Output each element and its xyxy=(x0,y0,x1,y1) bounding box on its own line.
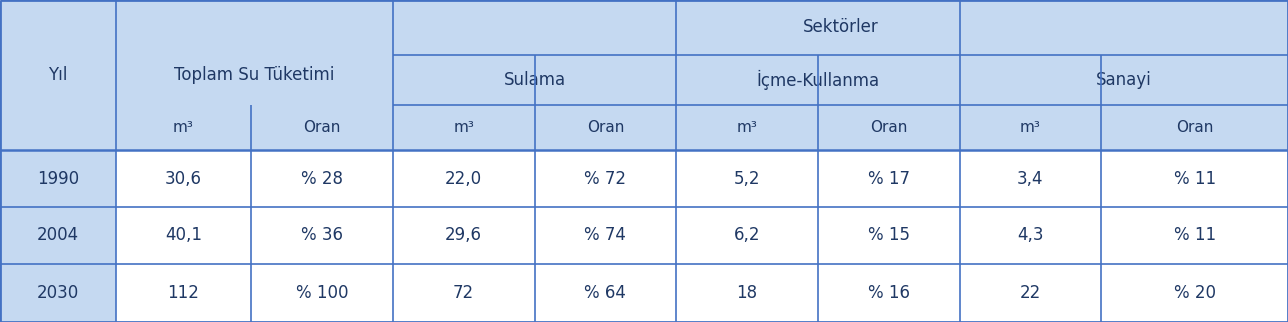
Text: Sanayi: Sanayi xyxy=(1096,71,1151,89)
Bar xyxy=(535,207,676,264)
Text: 22,0: 22,0 xyxy=(446,169,482,187)
Bar xyxy=(818,150,960,207)
Bar xyxy=(116,105,251,150)
Bar xyxy=(0,264,116,322)
Bar xyxy=(0,150,116,207)
Bar xyxy=(1101,150,1288,207)
Bar xyxy=(1101,207,1288,264)
Text: Oran: Oran xyxy=(869,120,908,135)
Text: 2004: 2004 xyxy=(37,226,79,244)
Bar xyxy=(251,264,393,322)
Text: Sektörler: Sektörler xyxy=(802,18,878,36)
Text: 30,6: 30,6 xyxy=(165,169,202,187)
Bar xyxy=(676,264,818,322)
Text: % 11: % 11 xyxy=(1173,169,1216,187)
Bar xyxy=(960,264,1101,322)
Bar xyxy=(676,105,818,150)
Text: 18: 18 xyxy=(737,284,757,302)
Text: Oran: Oran xyxy=(586,120,625,135)
Text: 2030: 2030 xyxy=(37,284,79,302)
Text: Oran: Oran xyxy=(303,120,341,135)
Text: 112: 112 xyxy=(167,284,200,302)
Bar xyxy=(676,207,818,264)
Bar xyxy=(251,150,393,207)
Text: 4,3: 4,3 xyxy=(1018,226,1043,244)
Text: % 72: % 72 xyxy=(585,169,626,187)
Bar xyxy=(1101,105,1288,150)
Bar xyxy=(116,150,251,207)
Text: % 15: % 15 xyxy=(868,226,909,244)
Bar xyxy=(960,207,1101,264)
Bar xyxy=(960,105,1101,150)
Bar xyxy=(393,105,535,150)
Bar xyxy=(818,207,960,264)
Bar xyxy=(251,207,393,264)
Text: 1990: 1990 xyxy=(37,169,79,187)
Bar xyxy=(116,0,393,150)
Text: % 74: % 74 xyxy=(585,226,626,244)
Bar xyxy=(393,264,535,322)
Bar xyxy=(393,150,535,207)
Text: 22: 22 xyxy=(1020,284,1041,302)
Text: m³: m³ xyxy=(737,120,757,135)
Bar xyxy=(393,0,1288,55)
Text: % 28: % 28 xyxy=(301,169,343,187)
Text: Sulama: Sulama xyxy=(504,71,565,89)
Bar xyxy=(116,264,251,322)
Text: % 17: % 17 xyxy=(868,169,909,187)
Bar xyxy=(535,264,676,322)
Text: Yıl: Yıl xyxy=(48,66,68,84)
Bar xyxy=(960,55,1288,105)
Text: Toplam Su Tüketimi: Toplam Su Tüketimi xyxy=(174,66,335,84)
Bar xyxy=(393,55,676,105)
Text: m³: m³ xyxy=(453,120,474,135)
Bar xyxy=(0,0,116,150)
Bar xyxy=(535,105,676,150)
Bar xyxy=(0,207,116,264)
Bar xyxy=(676,150,818,207)
Text: 29,6: 29,6 xyxy=(446,226,482,244)
Bar xyxy=(393,207,535,264)
Bar xyxy=(116,207,251,264)
Text: İçme-Kullanma: İçme-Kullanma xyxy=(756,70,880,90)
Text: Oran: Oran xyxy=(1176,120,1213,135)
Bar xyxy=(676,55,960,105)
Text: % 16: % 16 xyxy=(868,284,909,302)
Text: % 11: % 11 xyxy=(1173,226,1216,244)
Bar xyxy=(818,105,960,150)
Bar xyxy=(960,150,1101,207)
Text: % 20: % 20 xyxy=(1173,284,1216,302)
Text: m³: m³ xyxy=(1020,120,1041,135)
Text: m³: m³ xyxy=(173,120,194,135)
Bar xyxy=(251,105,393,150)
Bar xyxy=(1101,264,1288,322)
Text: 6,2: 6,2 xyxy=(734,226,760,244)
Bar xyxy=(818,264,960,322)
Text: % 100: % 100 xyxy=(296,284,348,302)
Text: 72: 72 xyxy=(453,284,474,302)
Text: 40,1: 40,1 xyxy=(165,226,202,244)
Text: % 36: % 36 xyxy=(301,226,343,244)
Text: % 64: % 64 xyxy=(585,284,626,302)
Text: 5,2: 5,2 xyxy=(734,169,760,187)
Bar xyxy=(535,150,676,207)
Text: 3,4: 3,4 xyxy=(1018,169,1043,187)
